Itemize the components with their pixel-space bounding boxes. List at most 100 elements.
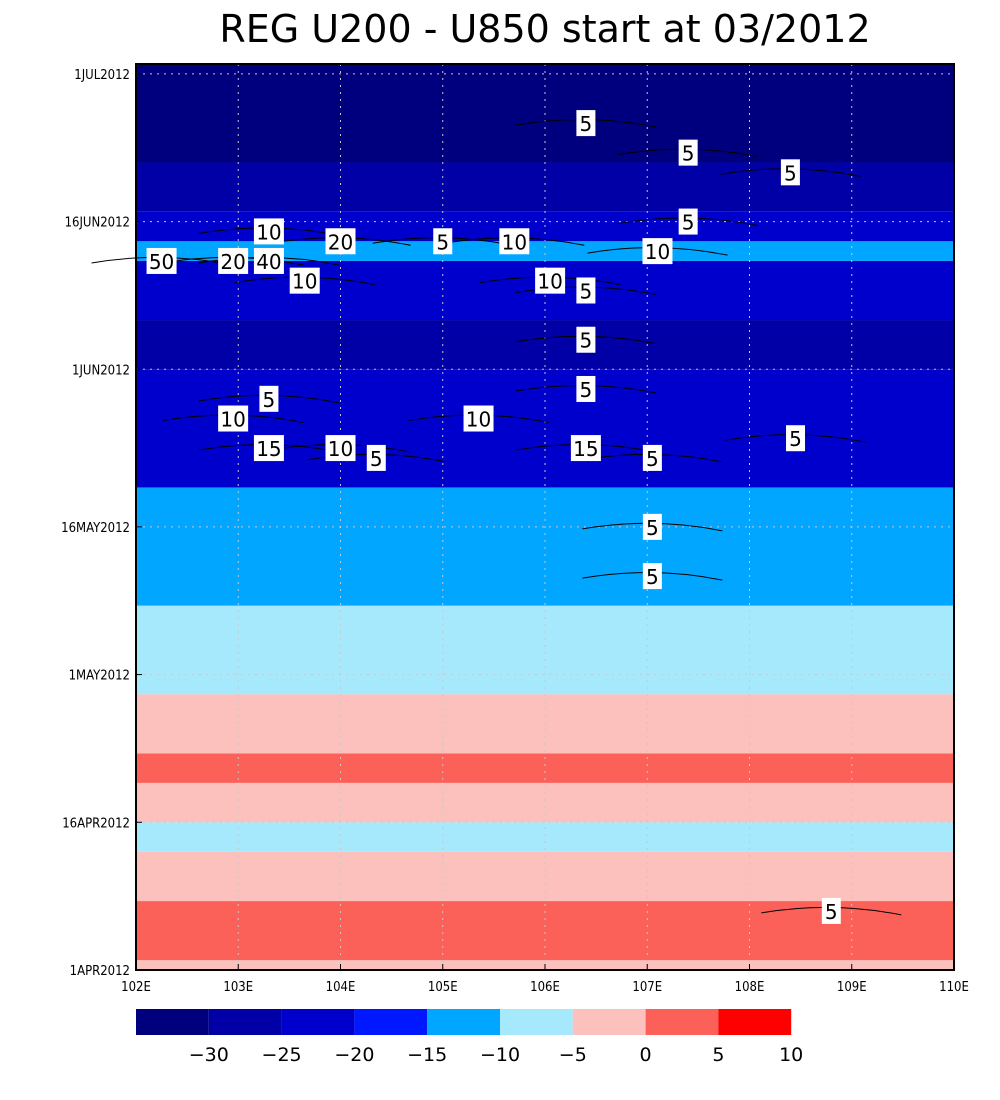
band-3 bbox=[136, 822, 954, 852]
contour-label-26: 5 bbox=[646, 516, 659, 540]
contour-label-7: 10 bbox=[502, 230, 527, 254]
contour-label-box-21 bbox=[325, 435, 356, 462]
contour-label-11: 40 bbox=[256, 250, 281, 274]
x-axis: 102E 103E 104E 105E 106E 107E 108E 109E 110E bbox=[121, 964, 969, 995]
contour-label-5: 20 bbox=[328, 230, 353, 254]
contour-labels: 5 5 5 5 10 20 5 10 10 50 20 40 10 10 5 5 5 5 10 10 15 10 5 15 5 5… bbox=[146, 110, 841, 924]
contour-label-14: 5 bbox=[580, 280, 593, 304]
contour-label-13: 10 bbox=[537, 270, 562, 294]
contour-label-box-22 bbox=[366, 444, 386, 471]
contour-label-20: 15 bbox=[256, 437, 281, 461]
contour-label-23: 15 bbox=[573, 437, 598, 461]
x-tick-label-0: 102E bbox=[121, 980, 151, 995]
contour-label-2: 5 bbox=[784, 161, 797, 185]
colorbar-label-4: −10 bbox=[480, 1044, 520, 1066]
contour-label-box-27 bbox=[642, 563, 662, 590]
contour-label-box-20 bbox=[253, 435, 284, 462]
x-tick-label-7: 109E bbox=[837, 980, 867, 995]
colorbar-swatch-1 bbox=[208, 1009, 282, 1035]
contour-label-19: 10 bbox=[466, 408, 491, 432]
colorbar: −30 −25 −20 −15 −10 −5 0 5 10 bbox=[136, 1009, 803, 1066]
y-tick-label-4: 1JUN2012 bbox=[72, 363, 130, 378]
y-tick-label-1: 16APR2012 bbox=[62, 816, 130, 831]
contour-label-box-0 bbox=[576, 110, 596, 137]
contour-label-box-17 bbox=[259, 385, 279, 412]
x-tick-label-1: 103E bbox=[223, 980, 253, 995]
contour-label-box-15 bbox=[576, 326, 596, 353]
contour-label-box-16 bbox=[576, 375, 596, 402]
contour-label-box-6 bbox=[433, 228, 453, 255]
contour-label-17: 5 bbox=[263, 388, 276, 412]
y-tick-label-3: 16MAY2012 bbox=[61, 521, 130, 536]
colorbar-label-8: 10 bbox=[779, 1044, 803, 1066]
colorbar-swatch-3 bbox=[354, 1009, 428, 1035]
contour-label-12: 10 bbox=[292, 270, 317, 294]
contour-label-box-13 bbox=[535, 267, 566, 294]
y-tick-label-5: 16JUN2012 bbox=[65, 216, 130, 231]
colorbar-label-1: −25 bbox=[262, 1044, 302, 1066]
contour-label-box-8 bbox=[642, 238, 673, 265]
contour-label-16: 5 bbox=[580, 378, 593, 402]
contour-label-25: 5 bbox=[646, 447, 659, 471]
contour-label-4: 10 bbox=[256, 220, 281, 244]
contour-label-box-12 bbox=[289, 267, 320, 294]
colorbar-swatch-6 bbox=[572, 1009, 646, 1035]
y-tick-label-0: 1APR2012 bbox=[70, 964, 130, 979]
band-7 bbox=[136, 605, 954, 695]
colorbar-swatch-2 bbox=[281, 1009, 355, 1035]
contour-label-10: 20 bbox=[220, 250, 245, 274]
contour-label-box-7 bbox=[499, 228, 530, 255]
contour-label-6: 5 bbox=[436, 230, 449, 254]
chart-title: REG U200 - U850 start at 03/2012 bbox=[219, 7, 870, 51]
contour-label-box-24 bbox=[786, 425, 806, 452]
contour-label-21: 10 bbox=[328, 437, 353, 461]
colorbar-label-3: −15 bbox=[407, 1044, 447, 1066]
contour-label-28: 5 bbox=[825, 900, 838, 924]
x-tick-label-5: 107E bbox=[632, 980, 662, 995]
contour-label-box-26 bbox=[642, 513, 662, 540]
colorbar-swatch-5 bbox=[500, 1009, 573, 1035]
colorbar-label-6: 0 bbox=[640, 1044, 652, 1066]
colorbar-label-0: −30 bbox=[189, 1044, 229, 1066]
contour-label-box-23 bbox=[570, 435, 601, 462]
x-tick-label-2: 104E bbox=[326, 980, 356, 995]
contour-label-8: 10 bbox=[645, 240, 670, 264]
contour-label-box-18 bbox=[218, 405, 249, 432]
colorbar-label-2: −20 bbox=[334, 1044, 374, 1066]
contour-label-15: 5 bbox=[580, 329, 593, 353]
contour-label-box-9 bbox=[146, 247, 177, 274]
x-tick-label-6: 108E bbox=[735, 980, 765, 995]
contour-label-box-14 bbox=[576, 277, 596, 304]
band-4 bbox=[136, 782, 954, 823]
contour-label-1: 5 bbox=[682, 142, 695, 166]
contour-label-box-25 bbox=[642, 444, 662, 471]
contour-label-box-10 bbox=[218, 247, 249, 274]
colorbar-label-7: 5 bbox=[712, 1044, 724, 1066]
y-tick-label-2: 1MAY2012 bbox=[69, 669, 130, 684]
band-1 bbox=[136, 901, 954, 961]
contour-label-box-5 bbox=[325, 228, 356, 255]
contour-label-box-1 bbox=[678, 139, 698, 166]
y-axis: 1APR2012 16APR2012 1MAY2012 16MAY2012 1JUN20… bbox=[61, 68, 142, 979]
contour-label-27: 5 bbox=[646, 565, 659, 589]
contour-label-9: 50 bbox=[149, 250, 174, 274]
x-tick-label-3: 105E bbox=[428, 980, 458, 995]
x-tick-label-8: 110E bbox=[939, 980, 969, 995]
colorbar-swatch-0 bbox=[136, 1009, 209, 1035]
contour-label-0: 5 bbox=[580, 112, 593, 136]
contour-label-box-3 bbox=[678, 208, 698, 235]
colorbar-swatch-7 bbox=[645, 1009, 719, 1035]
band-8 bbox=[136, 487, 954, 606]
contour-label-box-4 bbox=[253, 218, 284, 245]
contour-label-24: 5 bbox=[789, 427, 802, 451]
contour-label-3: 5 bbox=[682, 211, 695, 235]
colorbar-swatch-8 bbox=[718, 1009, 792, 1035]
contour-label-box-19 bbox=[463, 405, 494, 432]
colorbar-label-5: −5 bbox=[559, 1044, 587, 1066]
contour-label-22: 5 bbox=[370, 447, 383, 471]
colorbar-swatch-4 bbox=[427, 1009, 500, 1035]
contour-label-box-11 bbox=[253, 247, 284, 274]
contour-label-box-28 bbox=[821, 897, 841, 924]
contour-label-18: 10 bbox=[220, 408, 245, 432]
